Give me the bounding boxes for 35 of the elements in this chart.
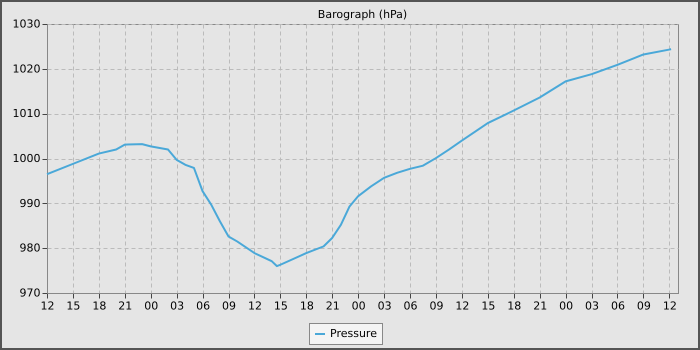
y-tick-label: 1010 [12,107,40,120]
x-tick-label: 12 [248,300,262,312]
x-tick-label: 12 [40,300,54,312]
y-tick-label: 1030 [12,18,40,30]
x-tick-label: 12 [455,300,470,312]
x-tick-label: 15 [274,300,288,312]
x-tick-label: 09 [429,300,444,312]
x-tick-label: 00 [559,300,574,312]
x-tick-label: 09 [222,300,236,312]
y-tick-label: 970 [20,286,40,300]
y-tick-label: 980 [20,242,40,255]
x-tick-label: 15 [66,300,80,312]
y-tick-label: 1020 [12,62,40,76]
x-tick-label: 03 [585,300,600,312]
x-tick-label: 00 [144,300,158,312]
x-tick-label: 06 [610,300,625,312]
x-tick-label: 18 [300,300,314,312]
x-tick-label: 21 [118,300,132,312]
x-tick-label: 15 [481,300,496,312]
x-tick-label: 06 [196,300,210,312]
chart-title: Barograph (hPa) [318,8,408,21]
x-tick-label: 06 [404,300,418,312]
x-tick-label: 21 [326,300,340,312]
x-tick-label: 09 [636,300,651,312]
y-tick-label: 1000 [12,152,40,165]
line-series [46,48,672,268]
x-tick-label: 18 [507,300,522,312]
x-tick-label: 03 [170,300,184,312]
legend-label: Pressure [330,327,378,340]
x-tick-label: 21 [533,300,548,312]
x-tick-label: 12 [662,300,677,312]
x-tick-label: 00 [352,300,366,312]
x-tick-label: 18 [92,300,106,312]
y-tick-label: 990 [20,196,40,210]
x-tick-label: 03 [378,300,392,312]
